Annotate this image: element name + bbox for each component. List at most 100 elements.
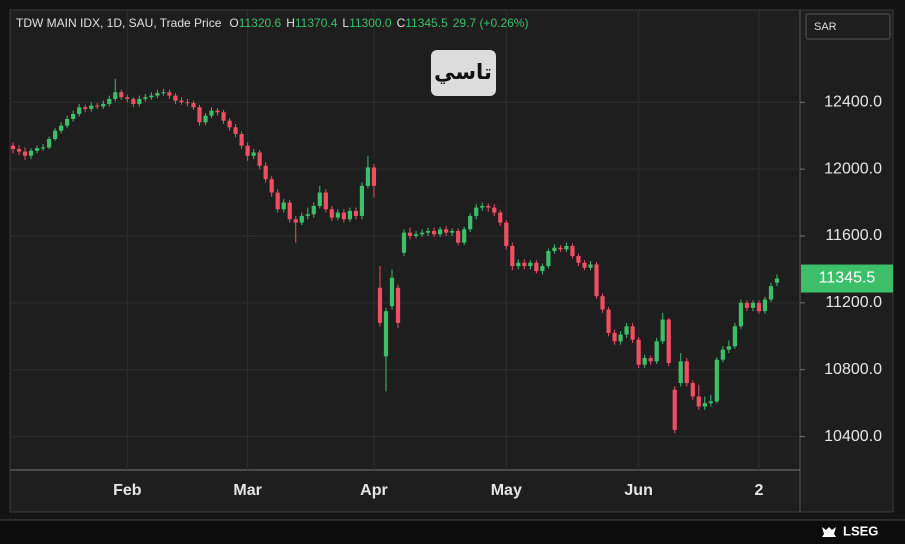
body bbox=[450, 230, 455, 233]
candle bbox=[155, 89, 160, 99]
candle bbox=[245, 142, 250, 161]
body bbox=[504, 222, 509, 247]
field-value: 11320.6 bbox=[239, 16, 282, 30]
badge: تاسي bbox=[434, 60, 492, 84]
body bbox=[119, 92, 124, 98]
y-tick-label: 11600.0 bbox=[825, 227, 882, 244]
candle bbox=[395, 284, 401, 328]
body bbox=[107, 98, 112, 104]
candle bbox=[365, 155, 371, 189]
body bbox=[419, 232, 425, 235]
body bbox=[425, 230, 431, 233]
body bbox=[582, 262, 587, 268]
candle bbox=[642, 354, 647, 369]
body bbox=[666, 319, 671, 364]
body bbox=[612, 332, 617, 342]
body bbox=[756, 302, 762, 312]
candle bbox=[191, 100, 196, 110]
candle bbox=[101, 100, 106, 109]
body bbox=[690, 383, 695, 397]
field-label: H bbox=[286, 16, 295, 30]
field-value: 11370.4 bbox=[295, 16, 338, 30]
candle bbox=[624, 322, 629, 338]
body bbox=[185, 102, 190, 104]
candle bbox=[498, 210, 503, 226]
candle bbox=[59, 122, 64, 134]
candle bbox=[618, 331, 623, 345]
candle bbox=[630, 322, 635, 343]
candle bbox=[546, 248, 551, 269]
candle bbox=[335, 209, 340, 221]
candle bbox=[744, 300, 750, 312]
candle bbox=[588, 261, 593, 271]
candle bbox=[203, 113, 208, 125]
body bbox=[744, 302, 750, 308]
body bbox=[468, 215, 473, 230]
body bbox=[630, 326, 635, 340]
candle bbox=[311, 202, 316, 218]
candle bbox=[714, 357, 719, 404]
candle bbox=[269, 175, 274, 197]
candle bbox=[726, 340, 731, 353]
body bbox=[540, 266, 545, 272]
body bbox=[233, 127, 238, 135]
body bbox=[287, 202, 292, 220]
body bbox=[570, 246, 575, 257]
candle bbox=[131, 97, 136, 108]
candle bbox=[89, 102, 94, 112]
body bbox=[510, 246, 515, 267]
candle bbox=[750, 300, 756, 312]
body bbox=[34, 148, 40, 151]
field-value: 11300.0 bbox=[349, 16, 392, 30]
candle bbox=[564, 242, 569, 252]
y-tick-label: 10800.0 bbox=[824, 361, 882, 378]
candle bbox=[34, 145, 40, 154]
body bbox=[311, 205, 316, 215]
body bbox=[377, 287, 383, 323]
body bbox=[588, 264, 593, 268]
body bbox=[149, 95, 154, 98]
y-tick-label: 12000.0 bbox=[824, 160, 882, 177]
body bbox=[732, 326, 737, 347]
body bbox=[762, 299, 768, 312]
body bbox=[209, 110, 214, 116]
body bbox=[558, 247, 563, 250]
candle bbox=[636, 337, 641, 369]
symbol: TDW MAIN IDX, 1D, SAU, Trade Price bbox=[16, 16, 222, 30]
currency-box[interactable] bbox=[805, 13, 891, 40]
candle bbox=[522, 259, 527, 270]
candle bbox=[323, 189, 328, 213]
candle bbox=[594, 261, 599, 299]
candle bbox=[227, 118, 232, 131]
body bbox=[618, 334, 623, 342]
candle bbox=[762, 296, 768, 314]
body bbox=[678, 361, 683, 384]
candle bbox=[353, 207, 359, 220]
body bbox=[275, 192, 280, 210]
body bbox=[167, 92, 172, 96]
body bbox=[413, 234, 419, 236]
candle bbox=[10, 142, 16, 154]
candle bbox=[281, 199, 286, 213]
body bbox=[83, 107, 88, 109]
body bbox=[77, 107, 82, 114]
candle bbox=[456, 228, 461, 246]
body bbox=[636, 339, 641, 365]
candle bbox=[22, 147, 28, 160]
currency: SAR bbox=[814, 21, 837, 33]
body bbox=[492, 207, 497, 213]
body bbox=[359, 185, 365, 216]
candle bbox=[83, 104, 88, 113]
body bbox=[726, 346, 731, 350]
candle bbox=[438, 226, 443, 237]
candle bbox=[40, 144, 46, 151]
body bbox=[305, 214, 310, 216]
body bbox=[407, 232, 413, 236]
candle bbox=[287, 200, 292, 223]
candle bbox=[95, 103, 100, 109]
candle bbox=[305, 207, 310, 220]
candle bbox=[407, 227, 413, 240]
body bbox=[389, 277, 395, 307]
candle bbox=[425, 227, 431, 236]
candle bbox=[65, 115, 70, 129]
